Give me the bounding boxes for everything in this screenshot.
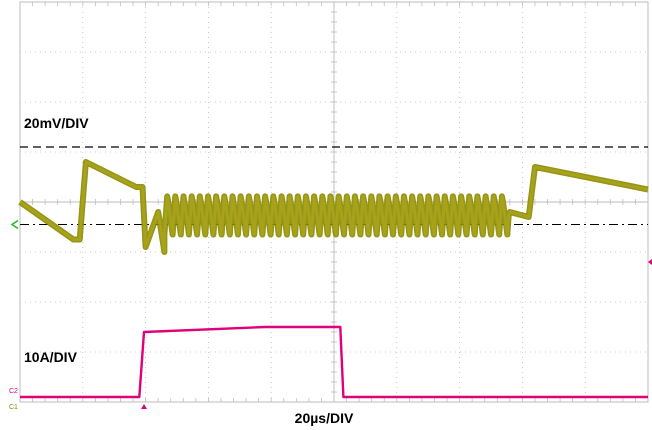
current-scale-label: 10A/DIV xyxy=(24,349,78,365)
voltage-trace xyxy=(19,160,649,254)
voltage-scale-label: 20mV/DIV xyxy=(24,115,89,131)
channel-markers: C2 C1 xyxy=(9,219,652,411)
current-trace xyxy=(20,325,648,399)
reference-level-lines xyxy=(20,146,648,226)
channel-1-tag: C1 xyxy=(9,404,18,411)
time-scale-label: 20µs/DIV xyxy=(295,410,354,426)
ground-marker-arrow-icon xyxy=(10,219,19,230)
channel-2-tag: C2 xyxy=(9,388,18,395)
waveform-traces xyxy=(18,159,649,399)
trigger-level-marker-icon xyxy=(648,259,652,265)
trigger-position-marker-icon xyxy=(141,404,148,409)
